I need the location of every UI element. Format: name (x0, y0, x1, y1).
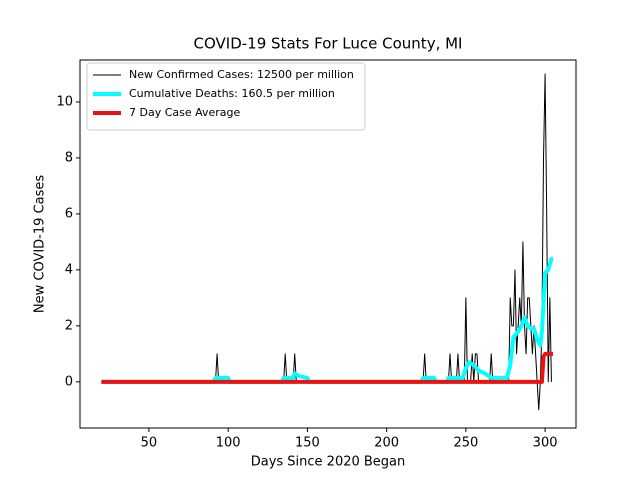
x-tick-label: 300 (533, 436, 558, 451)
x-axis-label: Days Since 2020 Began (251, 455, 406, 470)
y-tick-label: 0 (65, 374, 73, 389)
series-line (101, 256, 554, 384)
x-tick-label: 50 (141, 436, 158, 451)
legend-label: Cumulative Deaths: 160.5 per million (129, 87, 335, 100)
y-tick-label: 10 (56, 94, 73, 109)
legend: New Confirmed Cases: 12500 per million Cu… (86, 62, 366, 131)
plot-frame (79, 59, 577, 429)
x-tick-label: 150 (295, 436, 320, 451)
legend-box (86, 62, 366, 131)
y-tick-label: 2 (65, 318, 73, 333)
x-tick-label: 100 (216, 436, 241, 451)
legend-label: 7 Day Case Average (129, 106, 241, 119)
legend-label: New Confirmed Cases: 12500 per million (129, 68, 354, 81)
x-tick-label: 250 (453, 436, 478, 451)
series-line (101, 351, 554, 384)
x-tick-label: 200 (374, 436, 399, 451)
chart-title: COVID-19 Stats For Luce County, MI (194, 35, 463, 53)
y-axis-label: New COVID-19 Cases (33, 175, 48, 313)
y-tick-label: 6 (65, 206, 73, 221)
y-tick-label: 4 (65, 262, 73, 277)
y-tick-label: 8 (65, 150, 73, 165)
